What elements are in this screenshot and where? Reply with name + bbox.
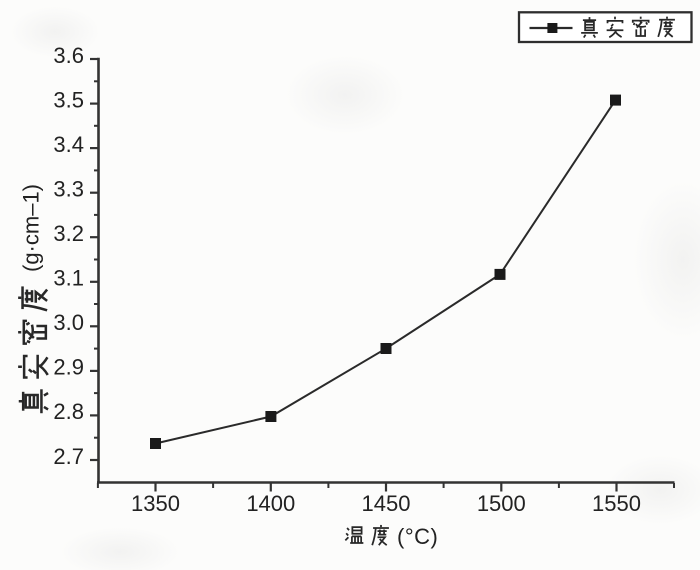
svg-text:2.7: 2.7 (53, 444, 84, 469)
svg-text:1450: 1450 (362, 491, 411, 516)
svg-text:1500: 1500 (477, 491, 526, 516)
svg-text:3.5: 3.5 (53, 87, 84, 112)
svg-text:3.6: 3.6 (53, 43, 84, 68)
svg-text:2.8: 2.8 (53, 399, 84, 424)
svg-text:3.1: 3.1 (53, 266, 84, 291)
svg-text:1350: 1350 (131, 491, 180, 516)
svg-text:1400: 1400 (246, 491, 295, 516)
svg-text:3.2: 3.2 (53, 221, 84, 246)
svg-text:1550: 1550 (592, 491, 641, 516)
svg-text:3.0: 3.0 (53, 310, 84, 335)
svg-text:3.3: 3.3 (53, 177, 84, 202)
svg-text:2.9: 2.9 (53, 355, 84, 380)
svg-text:(g·cm–1): (g·cm–1) (19, 184, 44, 272)
svg-text:3.4: 3.4 (53, 132, 84, 157)
svg-text:(°C): (°C) (397, 524, 438, 549)
